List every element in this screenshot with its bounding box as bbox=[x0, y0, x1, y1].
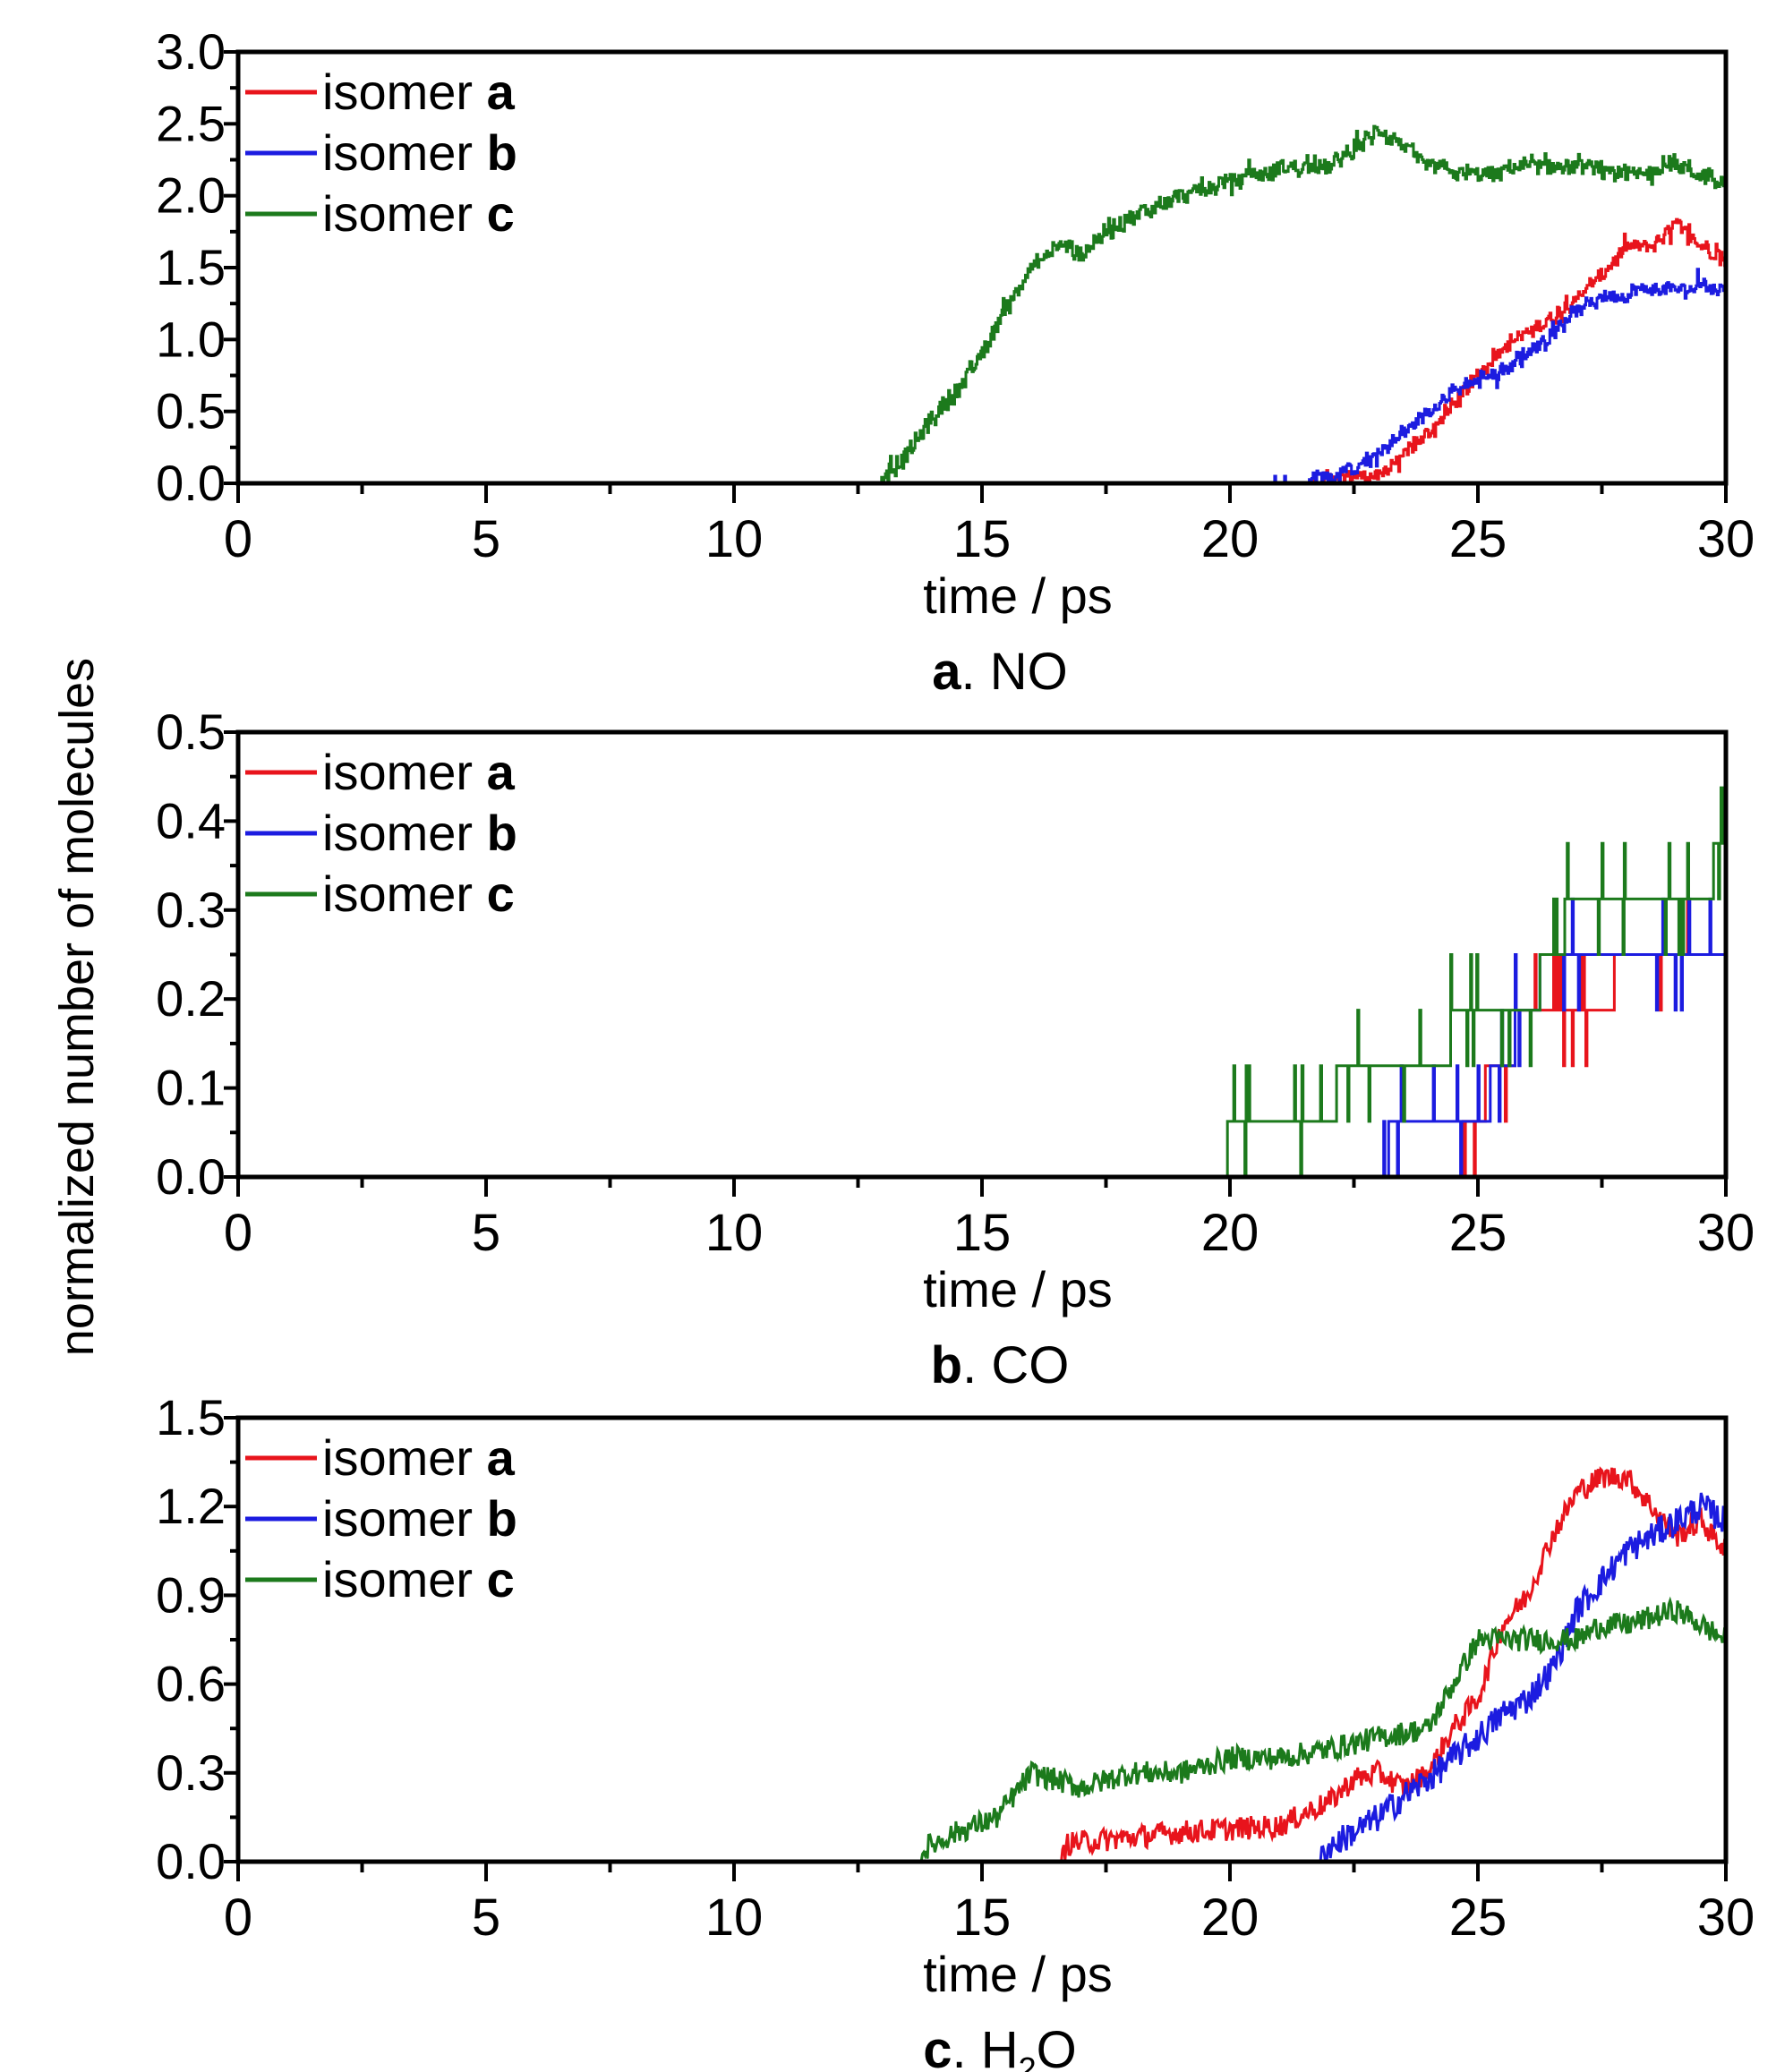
x-tick-label: 5 bbox=[472, 1889, 500, 1947]
panels-group: 0 5 10 15 20 25 30 time / ps 0.0 0.5 1.0 1.5 2.0 2.5 3… bbox=[156, 23, 1755, 2072]
y-tick-label: 0.0 bbox=[156, 1148, 226, 1205]
legend-label-b: isomer b bbox=[322, 1490, 517, 1547]
y-tick-label: 0.0 bbox=[156, 1833, 226, 1889]
x-tick-label: 20 bbox=[1201, 510, 1259, 568]
panel-a: 0 5 10 15 20 25 30 time / ps 0.0 0.5 1.0 1.5 2.0 2.5 3… bbox=[156, 23, 1755, 701]
x-tick-label: 30 bbox=[1697, 1204, 1755, 1262]
y-tick-label: 1.0 bbox=[156, 311, 226, 367]
y-tick-label: 0.1 bbox=[156, 1060, 226, 1116]
x-tick-label: 30 bbox=[1697, 510, 1755, 568]
y-tick-label: 0.5 bbox=[156, 383, 226, 439]
shared-y-axis-label: normalized number of molecules bbox=[50, 658, 104, 1356]
legend-label-c: isomer c bbox=[322, 1551, 515, 1607]
x-tick-label: 25 bbox=[1449, 1889, 1507, 1947]
x-tick-label: 5 bbox=[472, 510, 500, 568]
x-tick-label: 15 bbox=[953, 1889, 1012, 1947]
x-tick-label: 25 bbox=[1449, 510, 1507, 568]
x-tick-label: 15 bbox=[953, 510, 1012, 568]
x-tick-label: 0 bbox=[224, 1204, 252, 1262]
x-tick-label: 20 bbox=[1201, 1204, 1259, 1262]
y-tick-label: 0.4 bbox=[156, 792, 226, 848]
legend-label-b: isomer b bbox=[322, 805, 517, 861]
x-tick-label: 0 bbox=[224, 510, 252, 568]
x-tick-label: 10 bbox=[705, 1204, 764, 1262]
y-tick-label: 0.3 bbox=[156, 882, 226, 938]
y-tick-label: 0.2 bbox=[156, 970, 226, 1027]
y-tick-label: 1.5 bbox=[156, 1389, 226, 1445]
x-tick-label: 10 bbox=[705, 1889, 764, 1947]
x-tick-label: 20 bbox=[1201, 1889, 1259, 1947]
legend-label-a: isomer a bbox=[322, 64, 516, 120]
y-tick-label: 0.5 bbox=[156, 703, 226, 760]
x-tick-label: 5 bbox=[472, 1204, 500, 1262]
legend-label-c: isomer c bbox=[322, 865, 515, 922]
x-tick-label: 15 bbox=[953, 1204, 1012, 1262]
panel-b: 0 5 10 15 20 25 30 time / ps 0.0 0.1 0.2 0.3 0.4 0.5 i… bbox=[156, 703, 1755, 1394]
x-tick-label: 0 bbox=[224, 1889, 252, 1947]
x-tick-label: 10 bbox=[705, 510, 764, 568]
x-tick-label: 30 bbox=[1697, 1889, 1755, 1947]
x-axis-label: time / ps bbox=[923, 1946, 1113, 2002]
y-tick-label: 1.5 bbox=[156, 239, 226, 295]
panel-caption-b: b. CO bbox=[931, 1336, 1070, 1394]
panel-caption-a: a. NO bbox=[932, 643, 1068, 701]
y-tick-label: 0.0 bbox=[156, 455, 226, 511]
y-tick-label: 3.0 bbox=[156, 23, 226, 80]
panel-c: 0 5 10 15 20 25 30 time / ps 0.0 0.3 0.6 0.9 1.2 1.5 i… bbox=[156, 1389, 1755, 2072]
y-tick-label: 0.3 bbox=[156, 1744, 226, 1801]
y-tick-label: 1.2 bbox=[156, 1478, 226, 1534]
x-tick-label: 25 bbox=[1449, 1204, 1507, 1262]
y-tick-label: 2.0 bbox=[156, 167, 226, 224]
y-tick-label: 2.5 bbox=[156, 95, 226, 151]
panel-caption-c: c. H2O bbox=[923, 2021, 1077, 2072]
legend-label-b: isomer b bbox=[322, 124, 517, 181]
y-tick-label: 0.9 bbox=[156, 1566, 226, 1623]
x-axis-label: time / ps bbox=[923, 567, 1113, 624]
legend-label-c: isomer c bbox=[322, 185, 515, 242]
y-tick-label: 0.6 bbox=[156, 1656, 226, 1712]
legend-label-a: isomer a bbox=[322, 1429, 516, 1486]
legend-label-a: isomer a bbox=[322, 744, 516, 800]
x-axis-label: time / ps bbox=[923, 1261, 1113, 1317]
